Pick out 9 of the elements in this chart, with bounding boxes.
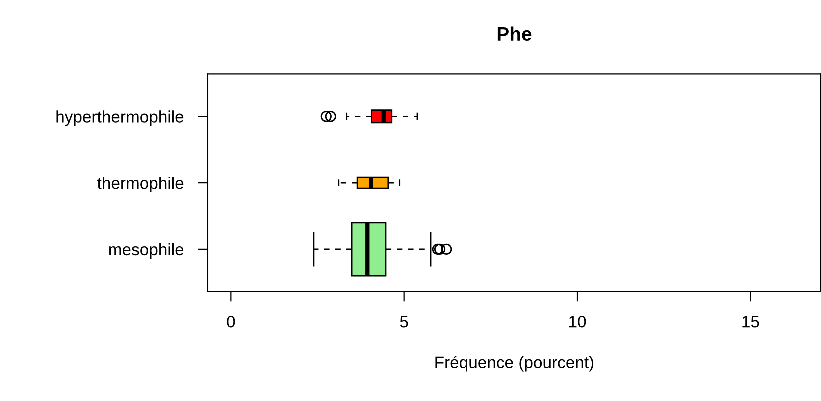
- x-tick-label: 0: [227, 316, 236, 328]
- y-tick-label: thermophile: [98, 177, 184, 193]
- x-tick-label: 10: [570, 316, 586, 328]
- x-tick-label: 5: [400, 316, 408, 328]
- y-tick-label: hyperthermophile: [56, 110, 184, 126]
- x-axis-title: Fréquence (pourcent): [436, 356, 594, 372]
- chart-title: Phe: [498, 26, 532, 42]
- y-tick-label: mesophile: [109, 243, 184, 259]
- x-tick-label: 15: [742, 316, 760, 328]
